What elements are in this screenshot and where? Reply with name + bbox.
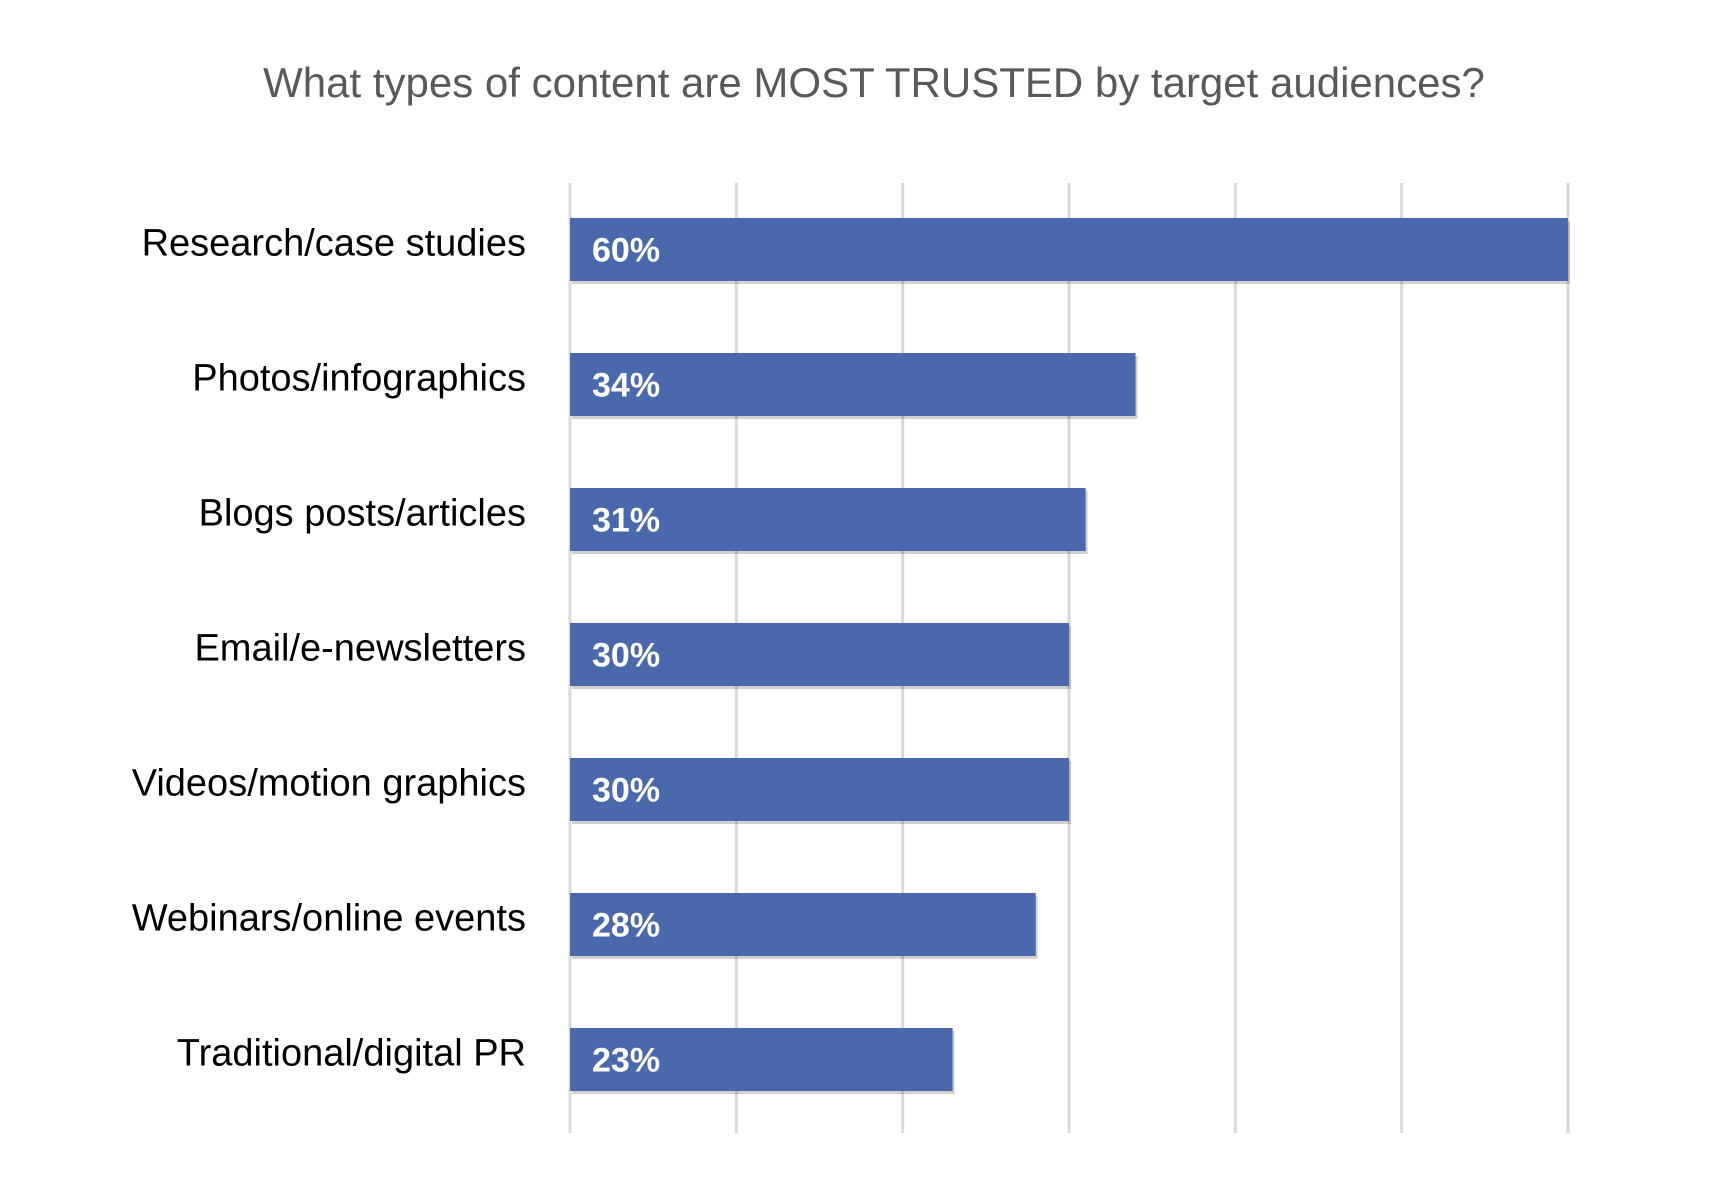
category-label: Photos/infographics [192,358,526,400]
bar-value-label: 30% [592,637,660,675]
bars: 60% 34% 31% 30% 30% 28% 23% [570,218,1570,1094]
bar-1 [570,218,1568,281]
bar-6 [570,893,1036,956]
category-label: Research/case studies [142,223,526,265]
bar-2 [570,353,1136,416]
category-label: Blogs posts/articles [199,493,526,535]
category-label: Webinars/online events [132,898,526,940]
bar-7 [570,1028,953,1091]
bar-value-label: 60% [592,232,660,270]
category-label: Traditional/digital PR [177,1033,526,1075]
bar-value-label: 31% [592,502,660,540]
bar-value-label: 23% [592,1042,660,1080]
bar-value-label: 30% [592,772,660,810]
bar-4 [570,623,1069,686]
bar-value-label: 34% [592,367,660,405]
bar-5 [570,758,1069,821]
bar-3 [570,488,1086,551]
category-label: Email/e-newsletters [194,628,526,670]
chart-title: What types of content are MOST TRUSTED b… [263,59,1485,106]
category-labels: Research/case studies Photos/infographics… [132,223,526,1075]
bar-value-label: 28% [592,907,660,945]
category-label: Videos/motion graphics [132,763,526,805]
